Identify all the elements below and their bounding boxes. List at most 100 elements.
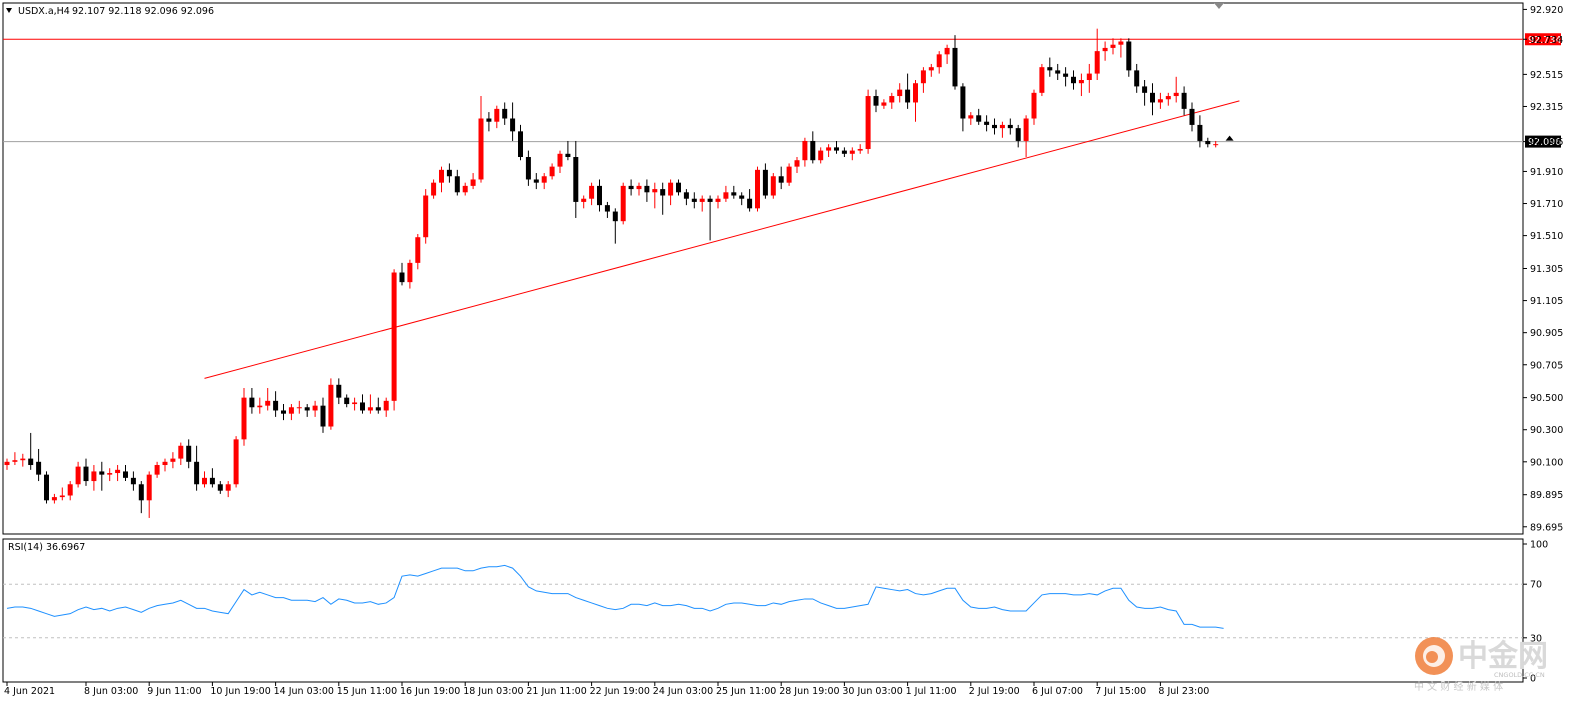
candle-body xyxy=(304,407,310,411)
candle-body xyxy=(707,198,713,202)
candle-body xyxy=(1197,124,1203,141)
price-tag-label: 92.096 xyxy=(1528,137,1561,148)
candle-body xyxy=(573,157,579,202)
candle-body xyxy=(920,70,926,84)
price-tags: 92.734 92.096 xyxy=(1525,33,1561,148)
rsi-series-line xyxy=(6,564,1224,629)
candle-body xyxy=(4,461,10,466)
candle-body xyxy=(762,169,768,196)
candle-body xyxy=(107,473,113,475)
rsi-levels xyxy=(3,583,1523,639)
time-axis: 4 Jun 2021 8 Jun 03:00 9 Jun 11:00 10 Jun 1… xyxy=(4,682,1209,697)
candle-body xyxy=(1157,99,1163,103)
candle-body xyxy=(699,198,705,202)
candle-body xyxy=(668,182,674,196)
price-tag-label: 92.734 xyxy=(1528,35,1561,46)
candle-body xyxy=(581,198,587,202)
time-tick-label: 10 Jun 19:00 xyxy=(210,686,270,697)
price-tick-label: 90.100 xyxy=(1530,457,1563,468)
candle-body xyxy=(889,96,895,103)
price-pane xyxy=(2,2,1524,535)
watermark-brand: 中金网 xyxy=(1458,639,1548,674)
candle-body xyxy=(715,198,721,202)
candle-body xyxy=(462,185,468,193)
time-tick-label: 15 Jun 11:00 xyxy=(337,686,397,697)
candle-body xyxy=(683,192,689,199)
time-tick-label: 25 Jun 11:00 xyxy=(716,686,776,697)
candle-body xyxy=(170,458,176,462)
candle-body xyxy=(99,471,105,475)
candle-body xyxy=(849,150,855,154)
candle-body xyxy=(75,466,81,485)
resistance-price-tag xyxy=(1525,33,1561,46)
horizontal-levels xyxy=(3,38,1523,143)
candle-body xyxy=(336,384,342,398)
candle-body xyxy=(770,176,776,196)
support-trendline[interactable] xyxy=(204,100,1240,379)
candle-body xyxy=(992,124,997,129)
price-tick-label: 91.710 xyxy=(1530,199,1563,210)
candle-body xyxy=(952,47,958,87)
candle-body xyxy=(1007,124,1013,129)
candle-body xyxy=(20,458,26,461)
candle-body xyxy=(494,108,500,122)
candle-body xyxy=(794,160,800,167)
candle-body xyxy=(1189,108,1195,125)
candle-body xyxy=(423,195,429,238)
candle-body xyxy=(1055,70,1061,74)
candle-body xyxy=(541,176,547,183)
chart-shift-marker-icon[interactable] xyxy=(1214,3,1224,9)
candle-body xyxy=(446,169,452,177)
candle-body xyxy=(976,115,982,122)
candle-body xyxy=(83,466,89,482)
candle-body xyxy=(1047,67,1053,71)
candle-body xyxy=(123,471,128,478)
candle-body xyxy=(186,445,192,462)
rsi-pane xyxy=(2,538,1524,683)
time-tick-label: 28 Jun 19:00 xyxy=(779,686,839,697)
candle-body xyxy=(28,458,34,466)
candle-body xyxy=(312,405,318,411)
candle-body xyxy=(257,405,263,408)
candle-body xyxy=(249,397,255,408)
time-tick-label: 18 Jun 03:00 xyxy=(463,686,523,697)
candle-body xyxy=(944,47,950,55)
candle-body xyxy=(1173,92,1179,97)
candle-body xyxy=(1023,118,1029,141)
candle-body xyxy=(644,185,650,193)
cngold-logo-core-icon xyxy=(1426,651,1438,663)
candle-body xyxy=(1205,140,1211,145)
candle-body xyxy=(857,148,863,151)
price-tick-label: 92.920 xyxy=(1530,5,1563,16)
rsi-tick-label: 100 xyxy=(1530,540,1548,551)
candle-body xyxy=(12,460,18,462)
rsi-title: RSI(14) 36.6967 xyxy=(8,542,85,553)
candle-body xyxy=(755,169,760,209)
candle-body xyxy=(533,179,539,183)
candle-body xyxy=(328,384,334,427)
rsi-tick-label: 30 xyxy=(1530,633,1542,644)
candle-body xyxy=(826,147,832,151)
time-tick-label: 14 Jun 03:00 xyxy=(274,686,334,697)
candle-body xyxy=(431,182,437,196)
candle-body xyxy=(1118,41,1124,45)
candle-body xyxy=(612,211,618,222)
price-tick-label: 91.305 xyxy=(1530,264,1563,275)
candle-body xyxy=(549,166,555,177)
price-tick-label: 90.905 xyxy=(1530,328,1563,339)
price-tick-label: 89.695 xyxy=(1530,522,1563,533)
price-axis: 92.920 92.734 92.515 92.315 92.096 91.910 91.7… xyxy=(1523,5,1563,533)
candle-body xyxy=(439,169,444,183)
candle-body xyxy=(731,192,737,196)
candle-body xyxy=(834,147,839,151)
candle-body xyxy=(1213,144,1219,146)
candle-body xyxy=(391,272,397,401)
candle-body xyxy=(217,484,223,491)
candle-body xyxy=(525,157,531,180)
time-tick-label: 6 Jul 07:00 xyxy=(1032,686,1083,697)
candle-body xyxy=(415,237,421,263)
price-tick-label: 90.500 xyxy=(1530,393,1563,404)
candle-body xyxy=(747,198,753,209)
menu-triangle-icon[interactable] xyxy=(6,8,12,13)
candle-body xyxy=(233,439,239,485)
